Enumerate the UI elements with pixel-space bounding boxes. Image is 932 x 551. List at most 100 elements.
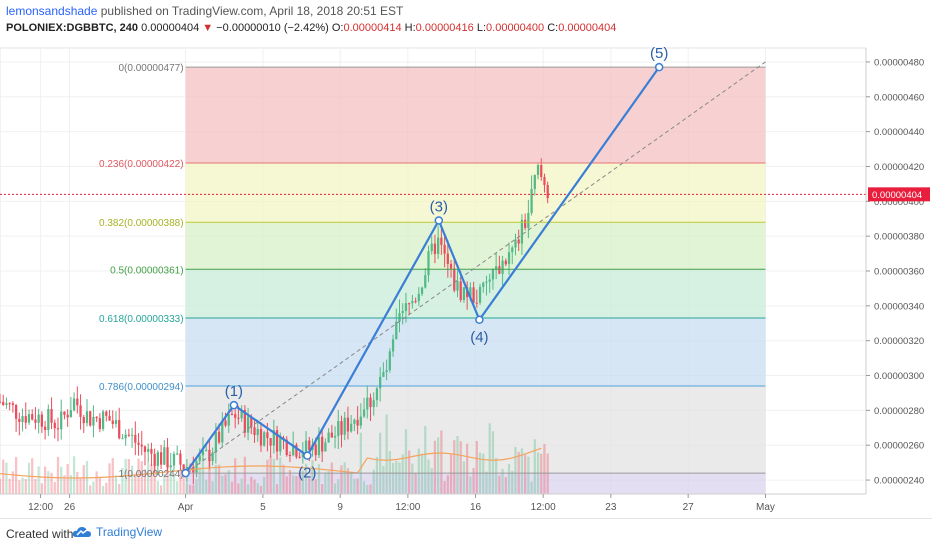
candle-body[interactable] [111, 420, 114, 424]
candle-body[interactable] [369, 397, 372, 408]
candle-body[interactable] [92, 416, 95, 426]
candle-body[interactable] [498, 266, 501, 274]
symbol-label[interactable]: POLONIEX:DGBBTC, 240 [6, 22, 139, 34]
candle-body[interactable] [308, 440, 311, 451]
candle-body[interactable] [18, 418, 21, 423]
wave-point[interactable] [654, 62, 664, 72]
candle-body[interactable] [433, 243, 437, 255]
candle-body[interactable] [198, 455, 201, 462]
candle-body[interactable] [459, 281, 462, 300]
candle-body[interactable] [118, 420, 121, 439]
candle-body[interactable] [304, 440, 308, 454]
candle-body[interactable] [40, 414, 44, 427]
wave-point[interactable] [475, 315, 484, 325]
candle-body[interactable] [243, 409, 246, 433]
candle-body[interactable] [237, 417, 240, 419]
candle-body[interactable] [495, 266, 498, 270]
price-chart[interactable]: 0(0.00000477) 0.236(0.00000422) 0.382(0.00… [0, 40, 932, 518]
candle-body[interactable] [11, 403, 15, 405]
candle-body[interactable] [47, 409, 50, 431]
candle-body[interactable] [478, 286, 482, 303]
wave-point[interactable] [303, 451, 312, 460]
candle-body[interactable] [379, 376, 382, 389]
candle-body[interactable] [163, 447, 166, 465]
candle-body[interactable] [524, 219, 527, 228]
candle-body[interactable] [536, 165, 540, 175]
candle-body[interactable] [137, 442, 140, 445]
candle-body[interactable] [372, 400, 375, 408]
candle-body[interactable] [60, 411, 63, 430]
candle-body[interactable] [292, 444, 295, 456]
candle-body[interactable] [134, 434, 137, 443]
candle-body[interactable] [108, 415, 111, 421]
candle-body[interactable] [79, 405, 82, 418]
candle-body[interactable] [546, 185, 549, 199]
candle-body[interactable] [408, 303, 411, 305]
candle-body[interactable] [362, 409, 366, 417]
candle-body[interactable] [153, 453, 156, 466]
candle-body[interactable] [321, 436, 324, 452]
candle-body[interactable] [121, 438, 124, 440]
wave-point[interactable] [181, 468, 190, 478]
candle-body[interactable] [21, 416, 24, 423]
candle-body[interactable] [166, 447, 169, 468]
wave-point[interactable] [229, 400, 239, 410]
candle-body[interactable] [89, 411, 92, 426]
candle-body[interactable] [182, 464, 185, 470]
candle-body[interactable] [401, 310, 404, 314]
candle-body[interactable] [172, 453, 176, 466]
candle-body[interactable] [24, 416, 27, 423]
candle-body[interactable] [275, 430, 279, 452]
candle-body[interactable] [417, 293, 420, 302]
candle-body[interactable] [140, 444, 143, 447]
candle-body[interactable] [211, 452, 214, 462]
candle-body[interactable] [127, 434, 130, 436]
candle-body[interactable] [298, 456, 301, 458]
candle-body[interactable] [114, 420, 118, 424]
candle-body[interactable] [34, 419, 37, 423]
candle-body[interactable] [517, 239, 520, 244]
candle-body[interactable] [266, 432, 269, 439]
candle-body[interactable] [56, 428, 60, 430]
candle-body[interactable] [420, 287, 424, 294]
candle-body[interactable] [472, 287, 475, 303]
candle-body[interactable] [533, 174, 536, 190]
tradingview-brand[interactable]: TradingView [72, 525, 162, 539]
candle-body[interactable] [395, 321, 398, 340]
candle-body[interactable] [511, 247, 514, 253]
candle-body[interactable] [501, 260, 504, 274]
candle-body[interactable] [0, 401, 2, 403]
candle-body[interactable] [475, 302, 478, 304]
candle-body[interactable] [63, 411, 66, 415]
candle-body[interactable] [95, 416, 98, 419]
candle-body[interactable] [440, 237, 443, 245]
candle-body[interactable] [337, 421, 340, 437]
candle-body[interactable] [205, 449, 208, 451]
candle-body[interactable] [456, 281, 459, 291]
candle-body[interactable] [414, 301, 417, 303]
candle-body[interactable] [14, 404, 18, 419]
candle-body[interactable] [50, 409, 53, 423]
candle-body[interactable] [53, 422, 56, 429]
candle-body[interactable] [227, 413, 230, 426]
candle-body[interactable] [424, 275, 427, 288]
candle-body[interactable] [514, 239, 517, 248]
candle-body[interactable] [185, 466, 188, 470]
candle-body[interactable] [340, 421, 343, 435]
candle-body[interactable] [214, 431, 217, 453]
candle-body[interactable] [327, 432, 330, 443]
candle-body[interactable] [279, 437, 282, 452]
candle-body[interactable] [208, 449, 211, 462]
candle-body[interactable] [285, 439, 288, 456]
candle-body[interactable] [31, 414, 34, 420]
candle-body[interactable] [504, 260, 507, 265]
candle-body[interactable] [482, 282, 485, 287]
candle-body[interactable] [330, 432, 333, 438]
candle-body[interactable] [382, 372, 385, 377]
candle-body[interactable] [256, 428, 259, 436]
candle-body[interactable] [324, 442, 327, 452]
candle-body[interactable] [240, 409, 243, 419]
elliott-wave-line[interactable] [184, 66, 661, 474]
candle-body[interactable] [301, 453, 304, 458]
candle-body[interactable] [43, 426, 47, 431]
